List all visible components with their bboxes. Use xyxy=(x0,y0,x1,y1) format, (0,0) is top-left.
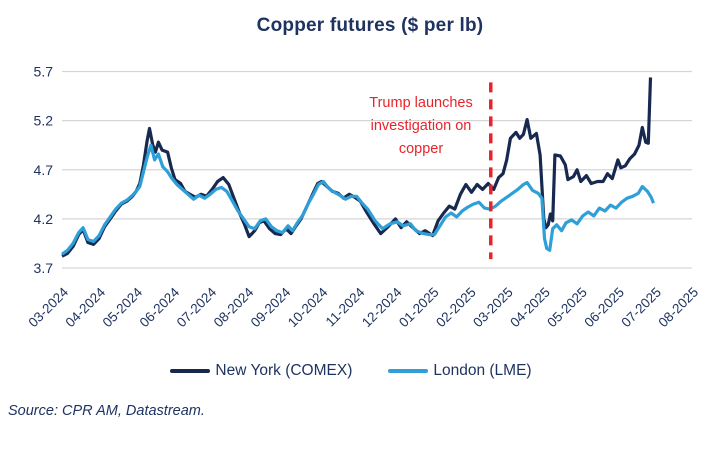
x-tick-label: 05-2025 xyxy=(544,285,590,331)
chart-title: Copper futures ($ per lb) xyxy=(256,15,484,36)
x-tick-label: 05-2024 xyxy=(100,284,146,330)
x-tick-label: 03-2024 xyxy=(25,284,71,330)
y-tick-label: 4.7 xyxy=(34,162,54,178)
y-tick-label: 3.7 xyxy=(34,260,54,276)
lme-line-swatch xyxy=(388,369,429,373)
x-tick-label: 04-2024 xyxy=(63,284,109,330)
x-tick-label: 01-2025 xyxy=(396,285,442,331)
legend: New York (COMEX) London (LME) xyxy=(0,359,702,383)
event-annotation: Trump launches investigation on copper xyxy=(340,92,502,161)
source-note: Source: CPR AM, Datastream. xyxy=(8,403,205,419)
legend-label-lme: London (LME) xyxy=(433,362,532,379)
legend-item-comex: New York (COMEX) xyxy=(170,362,352,380)
x-tick-label: 10-2024 xyxy=(285,284,331,330)
x-tick-label: 06-2025 xyxy=(581,285,627,331)
x-tick-label: 09-2024 xyxy=(248,284,294,330)
lme-line xyxy=(61,143,655,256)
y-tick-label: 4.2 xyxy=(34,211,54,227)
event-annotation-line3: copper xyxy=(398,141,444,157)
x-tick-label: 08-2025 xyxy=(655,285,701,331)
y-tick-label: 5.7 xyxy=(34,64,54,80)
x-tick-label: 08-2024 xyxy=(211,284,257,330)
x-tick-label: 02-2025 xyxy=(433,285,479,331)
legend-item-lme: London (LME) xyxy=(388,362,532,380)
x-tick-label: 12-2024 xyxy=(359,284,405,330)
x-tick-label: 07-2024 xyxy=(174,284,220,330)
legend-label-comex: New York (COMEX) xyxy=(215,362,353,379)
event-annotation-line1: Trump launches xyxy=(369,95,473,111)
x-tick-label: 06-2024 xyxy=(137,284,183,330)
y-tick-label: 5.2 xyxy=(34,113,54,129)
x-tick-label: 03-2025 xyxy=(470,285,516,331)
comex-line-swatch xyxy=(170,369,211,373)
event-annotation-line2: investigation on xyxy=(370,118,472,134)
x-tick-label: 07-2025 xyxy=(618,285,664,331)
x-tick-label: 04-2025 xyxy=(507,285,553,331)
